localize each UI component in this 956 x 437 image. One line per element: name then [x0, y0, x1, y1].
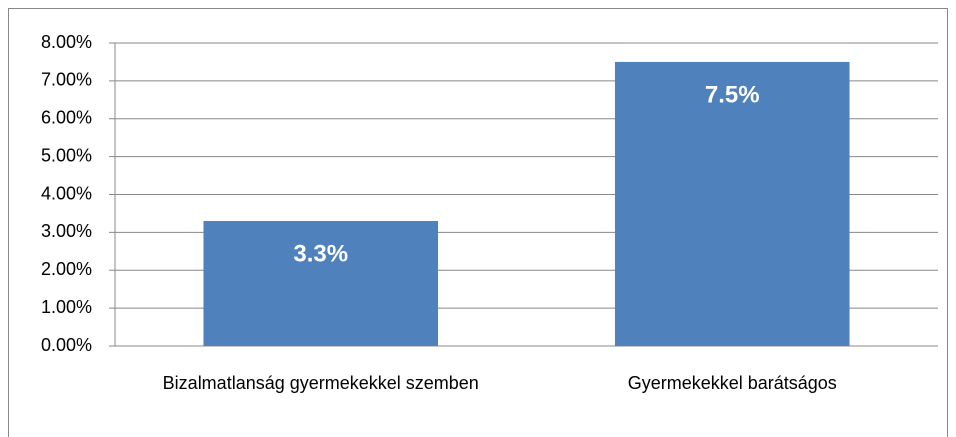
value-label: 7.5%: [705, 81, 760, 108]
bar: [614, 61, 850, 346]
y-tick-label: 0.00%: [41, 335, 92, 355]
chart-frame: [8, 8, 948, 437]
bar: [203, 221, 439, 346]
x-tick-label: Bizalmatlanság gyermekekkel szemben: [162, 373, 479, 393]
y-tick-label: 5.00%: [41, 145, 92, 165]
y-tick-label: 8.00%: [41, 32, 92, 52]
y-tick-label: 4.00%: [41, 183, 92, 203]
y-tick-label: 7.00%: [41, 70, 92, 90]
y-tick-label: 6.00%: [41, 108, 92, 128]
y-tick-label: 1.00%: [41, 297, 92, 317]
y-tick-label: 3.00%: [41, 221, 92, 241]
value-label: 3.3%: [293, 240, 348, 267]
x-tick-label: Gyermekekkel barátságos: [627, 373, 837, 393]
y-tick-label: 2.00%: [41, 259, 92, 279]
